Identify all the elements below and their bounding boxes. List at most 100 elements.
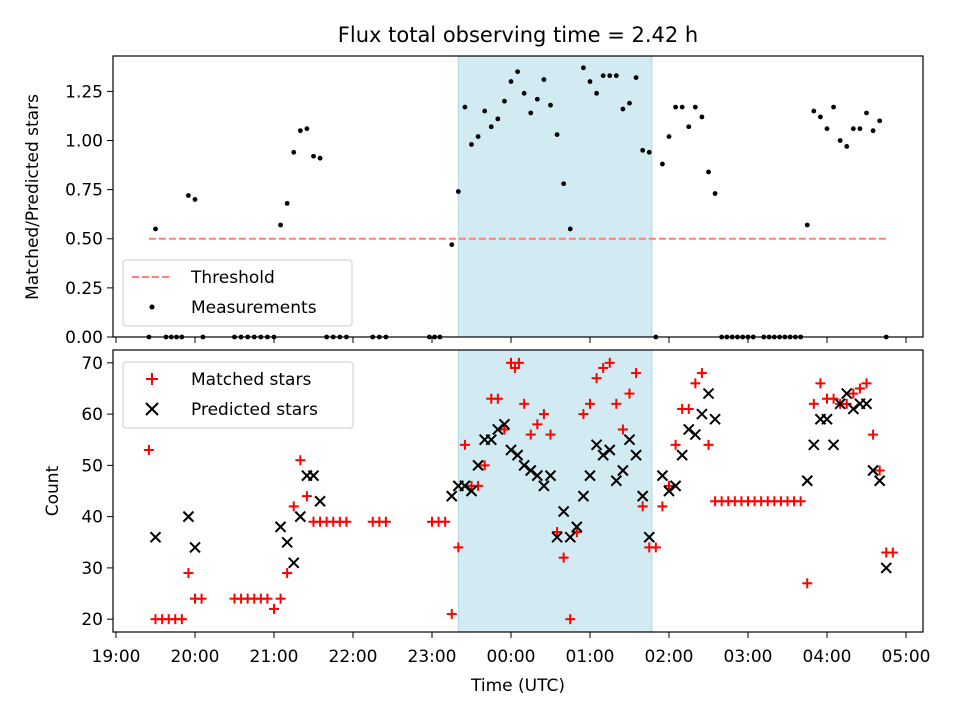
matched-star-point <box>874 465 885 476</box>
matched-star-point <box>282 568 293 579</box>
matched-star-point <box>545 429 556 440</box>
predicted-star-point <box>847 403 860 415</box>
y-tick-label: 30 <box>81 559 103 579</box>
predicted-star-point <box>518 459 530 472</box>
matched-star-point <box>604 357 615 368</box>
predicted-star-point <box>636 490 649 502</box>
predicted-star-point <box>538 480 550 492</box>
measurement-point <box>317 155 323 161</box>
matched-star-point <box>380 516 391 527</box>
predicted-star-point <box>189 541 201 554</box>
x-tick-label: 23:00 <box>408 647 457 667</box>
matched-star-point <box>802 578 813 589</box>
measurement-point <box>541 77 547 82</box>
matched-star-point <box>585 398 595 409</box>
bottom-x-axis: 19:00 20:00 21:00 22:00 23:00 00:00 01:00 02:00… <box>92 632 931 667</box>
predicted-star-point <box>564 531 576 543</box>
matched-star-point <box>664 480 674 491</box>
measurement-point <box>627 100 632 106</box>
matched-star-point <box>143 444 154 455</box>
x-tick-label: 02:00 <box>645 647 694 667</box>
top-plot-area <box>146 55 889 340</box>
measurement-point <box>192 197 198 202</box>
measurement-point <box>864 110 869 116</box>
measurement-point <box>686 124 692 130</box>
matched-star-point <box>598 362 609 373</box>
matched-star-point <box>473 480 484 491</box>
measurement-point <box>449 242 455 248</box>
measurement-point <box>278 222 283 228</box>
matched-star-point <box>591 373 602 384</box>
bottom-plot-frame <box>112 349 924 633</box>
matched-star-point <box>459 439 470 450</box>
measurement-point <box>508 79 514 84</box>
predicted-star-point <box>702 387 715 400</box>
y-tick-label: 0.75 <box>65 181 103 201</box>
predicted-star-point <box>873 475 886 487</box>
measurement-point <box>804 222 810 228</box>
measurement-point <box>831 104 836 110</box>
matched-star-point <box>848 388 859 399</box>
x-tick-label: 05:00 <box>882 647 931 667</box>
predicted-star-point <box>801 475 813 487</box>
matched-star-point <box>624 388 635 399</box>
predicted-star-point <box>597 449 609 461</box>
bottom-shaded-region <box>457 349 653 633</box>
matched-star-point <box>479 460 490 471</box>
predicted-star-point <box>274 521 287 533</box>
bottom-panel: 20 30 40 50 60 70 Count Matched stars Predict… <box>43 349 924 633</box>
predicted-star-point <box>696 408 708 420</box>
predicted-legend-swatch <box>145 402 159 416</box>
matched-legend-label: Matched stars <box>191 370 311 390</box>
predicted-star-point <box>314 495 326 507</box>
predicted-star-point <box>577 490 590 502</box>
predicted-star-point <box>446 490 458 502</box>
measurements-legend-swatch <box>149 304 155 310</box>
y-tick-label: 1.00 <box>65 131 103 151</box>
measurement-point <box>844 143 850 149</box>
measurement-point <box>706 169 711 175</box>
matched-star-point <box>196 593 207 604</box>
measurement-point <box>455 189 461 194</box>
measurement-point <box>515 69 520 75</box>
y-tick-label: 70 <box>81 354 103 374</box>
matched-star-point <box>176 614 187 625</box>
measurement-point <box>475 134 481 139</box>
predicted-star-point <box>584 469 596 482</box>
predicted-star-point <box>531 469 544 482</box>
x-tick-label: 19:00 <box>92 647 141 667</box>
x-tick-label: 20:00 <box>171 647 220 667</box>
matched-star-point <box>446 609 457 620</box>
measurement-point <box>679 104 685 110</box>
matched-star-point <box>440 516 451 527</box>
top-plot-frame <box>112 55 924 338</box>
y-tick-label: 60 <box>81 405 103 425</box>
predicted-star-point <box>610 475 623 487</box>
bottom-y-axis-label: Count <box>43 465 63 516</box>
predicted-star-point <box>860 398 873 410</box>
measurement-point <box>488 124 494 130</box>
measurement-point <box>528 110 534 116</box>
predicted-star-point <box>676 449 688 461</box>
measurement-point <box>567 226 573 232</box>
measurement-point <box>186 193 191 198</box>
matched-star-point <box>509 362 520 373</box>
measurement-point <box>818 114 823 120</box>
matched-star-point <box>558 552 569 563</box>
predicted-star-point <box>571 521 583 533</box>
measurement-point <box>633 75 639 81</box>
predicted-star-point <box>689 428 702 441</box>
predicted-star-point <box>630 449 642 461</box>
matched-star-point <box>288 501 299 512</box>
matched-star-point <box>841 398 852 409</box>
measurement-point <box>495 116 501 122</box>
x-tick-label: 01:00 <box>566 647 615 667</box>
predicted-star-point <box>604 444 616 456</box>
top-y-axis: 0.00 0.25 0.50 0.75 1.00 1.25 <box>65 82 113 348</box>
matched-star-point <box>513 357 524 368</box>
matched-star-point <box>295 455 306 466</box>
x-tick-label: 03:00 <box>724 647 773 667</box>
predicted-star-point <box>505 444 517 456</box>
x-tick-label: 00:00 <box>487 647 536 667</box>
matched-star-point <box>868 429 879 440</box>
